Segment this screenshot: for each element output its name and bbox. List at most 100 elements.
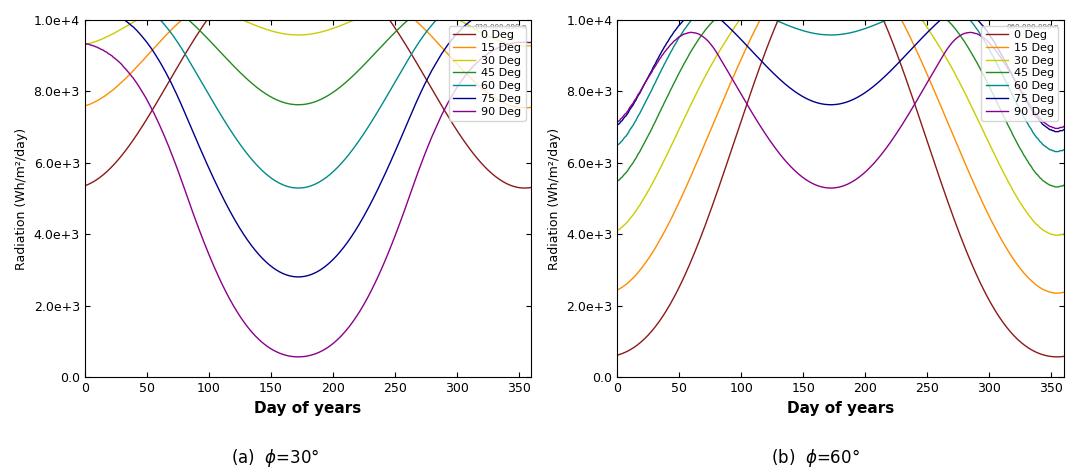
- 0 Deg: [735, 114, 748, 120]
- 30 Deg: [80, 42, 93, 47]
- 60 Deg: [1000, 80, 1013, 86]
- 0 Deg: [1043, 353, 1056, 359]
- 90 Deg: [612, 118, 625, 124]
- 90 Deg: [292, 354, 305, 360]
- Text: (a)  $\phi$=30°: (a) $\phi$=30°: [231, 447, 320, 468]
- 75 Deg: [612, 121, 625, 127]
- 45 Deg: [1000, 119, 1013, 125]
- 60 Deg: [1064, 143, 1077, 148]
- 30 Deg: [205, 5, 218, 11]
- Line: 45 Deg: 45 Deg: [619, 0, 1070, 187]
- 15 Deg: [531, 103, 544, 109]
- 30 Deg: [468, 26, 481, 31]
- 75 Deg: [1000, 61, 1013, 67]
- 45 Deg: [1064, 178, 1077, 184]
- 60 Deg: [707, 2, 720, 7]
- 90 Deg: [468, 63, 481, 68]
- 0 Deg: [531, 183, 544, 189]
- 30 Deg: [612, 227, 625, 233]
- 75 Deg: [707, 11, 720, 17]
- Text: (b)  $\phi$=60°: (b) $\phi$=60°: [771, 447, 860, 468]
- 45 Deg: [261, 93, 274, 98]
- 30 Deg: [175, 1, 188, 7]
- 15 Deg: [1000, 246, 1013, 251]
- 90 Deg: [1064, 119, 1077, 125]
- 90 Deg: [738, 96, 751, 102]
- X-axis label: Day of years: Day of years: [254, 401, 362, 416]
- 30 Deg: [531, 42, 544, 47]
- 0 Deg: [175, 58, 188, 63]
- 30 Deg: [1000, 176, 1013, 181]
- 90 Deg: [175, 177, 188, 183]
- 45 Deg: [1043, 183, 1056, 188]
- 75 Deg: [259, 259, 272, 264]
- 90 Deg: [708, 47, 721, 53]
- 75 Deg: [1043, 127, 1056, 132]
- 75 Deg: [794, 93, 807, 98]
- 15 Deg: [1051, 290, 1064, 296]
- 45 Deg: [175, 11, 188, 17]
- 0 Deg: [203, 13, 216, 19]
- 45 Deg: [707, 17, 720, 23]
- 75 Deg: [468, 15, 481, 21]
- 75 Deg: [175, 102, 188, 108]
- 90 Deg: [80, 41, 93, 46]
- 30 Deg: [1043, 231, 1056, 237]
- 90 Deg: [512, 39, 525, 45]
- Line: 60 Deg: 60 Deg: [86, 0, 538, 188]
- 0 Deg: [468, 152, 481, 157]
- Line: 15 Deg: 15 Deg: [86, 0, 538, 108]
- Line: 30 Deg: 30 Deg: [86, 4, 538, 46]
- 90 Deg: [203, 254, 216, 260]
- 15 Deg: [80, 103, 93, 109]
- 60 Deg: [259, 171, 272, 176]
- Line: 90 Deg: 90 Deg: [86, 42, 538, 357]
- 30 Deg: [178, 1, 191, 7]
- 30 Deg: [707, 58, 720, 63]
- 30 Deg: [1051, 233, 1064, 238]
- Y-axis label: Radiation (Wh/m²/day): Radiation (Wh/m²/day): [15, 127, 28, 270]
- Line: 75 Deg: 75 Deg: [619, 10, 1070, 132]
- 15 Deg: [175, 17, 188, 23]
- 90 Deg: [1001, 66, 1014, 72]
- Line: 90 Deg: 90 Deg: [619, 32, 1070, 188]
- Line: 0 Deg: 0 Deg: [619, 0, 1070, 357]
- 45 Deg: [469, 0, 482, 2]
- 60 Deg: [203, 94, 216, 99]
- 90 Deg: [1044, 124, 1057, 129]
- 0 Deg: [518, 185, 531, 191]
- 75 Deg: [80, 2, 93, 8]
- 45 Deg: [612, 178, 625, 183]
- 75 Deg: [792, 91, 805, 96]
- Line: 30 Deg: 30 Deg: [619, 0, 1070, 235]
- 45 Deg: [512, 3, 525, 9]
- Legend: 0 Deg, 15 Deg, 30 Deg, 45 Deg, 60 Deg, 75 Deg, 90 Deg: 0 Deg, 15 Deg, 30 Deg, 45 Deg, 60 Deg, 7…: [449, 26, 526, 121]
- 90 Deg: [511, 40, 524, 45]
- Line: 60 Deg: 60 Deg: [619, 4, 1070, 152]
- 45 Deg: [80, 3, 93, 8]
- 0 Deg: [612, 352, 625, 358]
- 45 Deg: [259, 91, 272, 96]
- 90 Deg: [824, 185, 837, 191]
- 60 Deg: [796, 28, 809, 33]
- 75 Deg: [951, 7, 964, 13]
- 45 Deg: [735, 0, 748, 2]
- 45 Deg: [203, 38, 216, 44]
- 0 Deg: [80, 183, 93, 188]
- Line: 0 Deg: 0 Deg: [86, 0, 538, 188]
- Line: 15 Deg: 15 Deg: [619, 0, 1070, 293]
- 60 Deg: [292, 185, 305, 191]
- 0 Deg: [1051, 354, 1064, 360]
- Line: 75 Deg: 75 Deg: [86, 5, 538, 277]
- 90 Deg: [261, 344, 274, 350]
- 90 Deg: [259, 343, 272, 348]
- 60 Deg: [175, 45, 188, 51]
- 75 Deg: [531, 2, 544, 8]
- 15 Deg: [735, 53, 748, 59]
- 60 Deg: [612, 142, 625, 147]
- 30 Deg: [518, 43, 531, 49]
- 15 Deg: [1043, 289, 1056, 295]
- 60 Deg: [1051, 149, 1064, 154]
- X-axis label: Day of years: Day of years: [786, 401, 894, 416]
- 15 Deg: [203, 0, 216, 2]
